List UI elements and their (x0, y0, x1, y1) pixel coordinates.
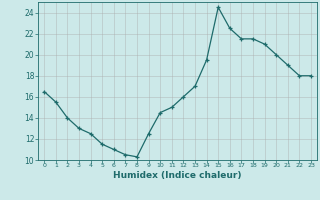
X-axis label: Humidex (Indice chaleur): Humidex (Indice chaleur) (113, 171, 242, 180)
